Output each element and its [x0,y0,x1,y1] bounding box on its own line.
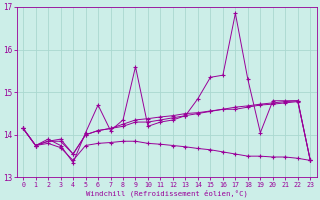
X-axis label: Windchill (Refroidissement éolien,°C): Windchill (Refroidissement éolien,°C) [86,189,248,197]
